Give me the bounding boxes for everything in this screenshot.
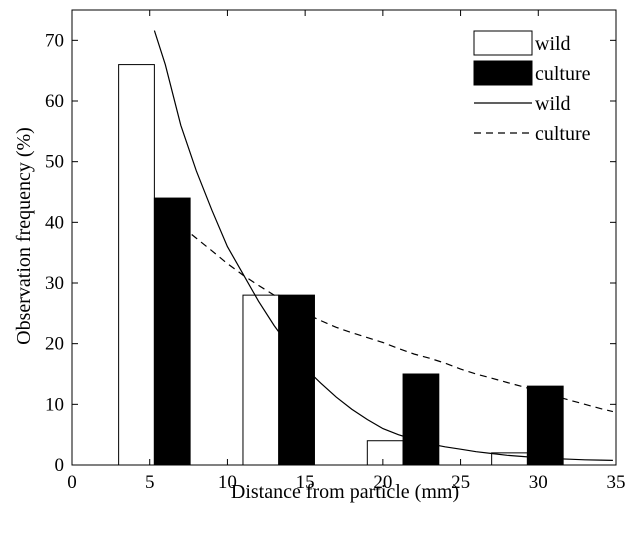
plot-frame [71,9,617,466]
legend-label: wild [535,33,571,55]
bar-wild-3 [366,440,404,466]
x-tick-label: 5 [145,472,155,493]
bar-culture-4 [526,385,564,466]
y-tick-label: 10 [45,394,64,415]
bar-wild-2 [242,294,280,466]
y-tick-label: 30 [45,273,64,294]
bar-wild-1 [118,64,155,466]
x-tick-label: 0 [67,472,77,493]
y-tick-label: 60 [45,91,64,112]
axes-layer: 0 5 10 15 20 25 30 35 0 10 20 30 40 50 60 70 [45,9,626,493]
x-tick-label: 20 [373,472,392,493]
x-tick-label: 25 [451,472,470,493]
bar-culture-2 [278,294,315,466]
x-axis-title: Distance from particle (mm) [231,481,459,503]
y-axis-title: Observation frequency (%) [13,127,35,345]
lines-layer [153,30,614,461]
y-tick-label: 50 [45,152,64,173]
y-tick-label: 40 [45,212,64,233]
y-tick-label: 0 [55,455,65,476]
x-tick-label: 35 [607,472,626,493]
y-tick-label: 20 [45,334,64,355]
line-series-culture-dashed [191,234,614,413]
bar-culture-1 [153,197,191,466]
x-tick-label: 30 [529,472,548,493]
legend-swatch-bar-filled [473,60,533,86]
y-tick-label: 70 [45,30,64,51]
legend-swatch-bar-outline [473,30,533,56]
legend-label: culture [535,63,591,85]
bars-layer [118,64,564,466]
x-tick-label: 15 [296,472,315,493]
bar-culture-3 [402,373,440,466]
line-series-wild-solid [153,30,613,461]
legend: wild culture wild culture [473,30,591,145]
x-tick-label: 10 [218,472,237,493]
legend-label: wild [535,93,571,115]
legend-label: culture [535,123,591,145]
